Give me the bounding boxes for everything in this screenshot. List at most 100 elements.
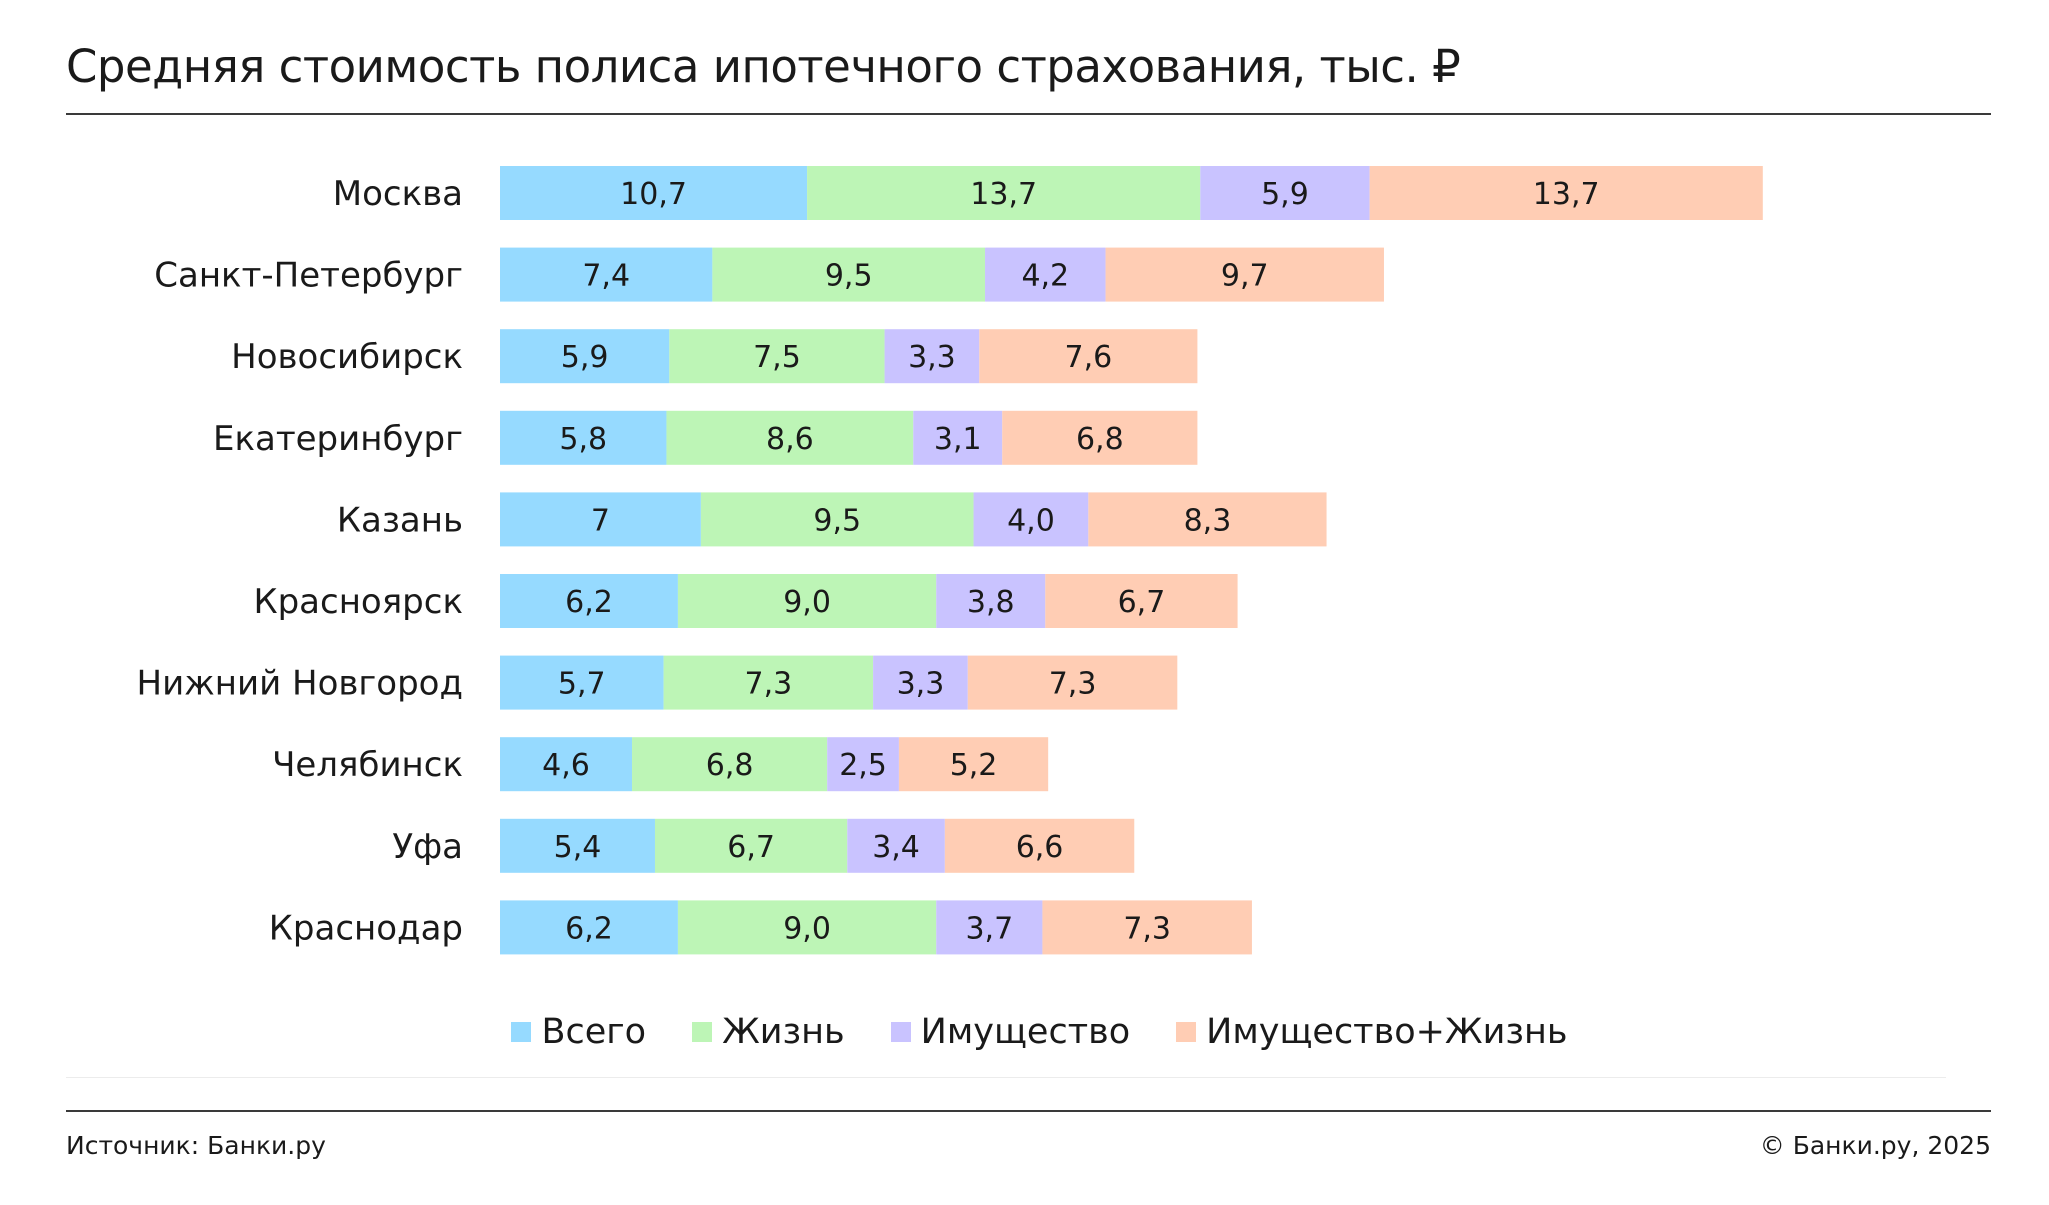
data-label: 13,7 [1533,177,1600,212]
legend-item: Всего [511,1012,646,1052]
bar-segment [712,247,986,302]
legend-item: Жизнь [692,1012,845,1052]
bar-segment [500,818,655,873]
category-label: Екатеринбург [213,419,463,459]
bar-segment [666,410,914,465]
data-label: 7,6 [1064,340,1112,375]
data-label: 3,4 [872,830,920,865]
bar-segment [500,492,701,547]
legend-label: Всего [541,1012,647,1052]
bar-segment [847,818,945,873]
bar-segment [973,492,1089,547]
bar-segment [873,655,968,710]
bar-segment [807,166,1201,220]
bar-segment [500,900,678,955]
bar-segment [669,329,885,384]
data-label: 3,3 [908,340,956,375]
bar-segment [1045,574,1238,628]
bar-segment [827,737,899,792]
bar-segment [1088,492,1327,547]
category-label: Казань [337,500,463,540]
chart-legend: Всего Жизнь Имущество Имущество+Жизнь [0,1012,2049,1052]
category-label: Уфа [392,827,463,867]
bar-segment [500,410,667,465]
data-label: 6,6 [1016,830,1064,865]
legend-swatch [511,1022,532,1042]
bar-segment [967,655,1178,710]
data-label: 8,3 [1184,503,1232,538]
legend-swatch [692,1022,713,1042]
bar-segment [979,329,1198,384]
legend-swatch [1176,1022,1197,1042]
legend-label: Имущество+Жизнь [1206,1012,1568,1052]
data-label: 9,0 [783,585,831,620]
bar-segment [1105,247,1384,302]
legend-item: Имущество [890,1012,1131,1052]
data-label: 7,5 [753,340,801,375]
legend-divider [66,1077,1946,1078]
data-label: 7,3 [1123,911,1171,946]
bar-segment [500,329,670,384]
footer-divider [66,1110,1991,1112]
bar-segment [677,900,937,955]
data-label: 9,7 [1221,259,1269,294]
data-label: 5,9 [1261,177,1309,212]
bar-segment [1002,410,1198,465]
data-label: 6,2 [565,585,613,620]
data-label: 3,1 [934,422,982,457]
bar-segment [500,737,633,792]
copyright-text: © Банки.ру, 2025 [1759,1131,1991,1160]
bar-segment [654,818,848,873]
data-label: 5,7 [558,667,606,702]
data-label: 6,7 [727,830,775,865]
data-label: 5,8 [559,422,607,457]
bar-segment [1200,166,1370,220]
data-label: 4,0 [1007,503,1055,538]
bar-segment [500,166,808,220]
category-label: Новосибирск [231,337,463,377]
data-label: 5,4 [554,830,602,865]
bar-segment [884,329,980,384]
data-label: 7,3 [744,667,792,702]
data-label: 2,5 [839,748,887,783]
category-label: Челябинск [272,745,463,785]
bar-segment [936,900,1043,955]
legend-label: Жизнь [722,1012,845,1052]
category-label: Нижний Новгород [137,664,464,704]
data-label: 8,6 [766,422,814,457]
data-label: 5,2 [950,748,998,783]
bar-segment [1369,166,1763,220]
data-label: 6,8 [1076,422,1124,457]
bar-segment [985,247,1106,302]
legend-label: Имущество [920,1012,1131,1052]
data-label: 4,2 [1021,259,1069,294]
stacked-bar-chart: Москва 10,7 13,7 5,9 13,7 Санкт-Петербург 7,4 9… [137,166,1763,955]
data-label: 3,7 [965,911,1013,946]
page-title: Средняя стоимость полиса ипотечного стра… [66,40,1461,93]
data-label: 3,3 [897,667,945,702]
data-label: 6,7 [1118,585,1166,620]
bar-segment [913,410,1003,465]
bar-segment [500,574,678,628]
bar-segment [632,737,828,792]
data-label: 9,5 [825,259,873,294]
legend-swatch [890,1022,911,1042]
bar-segment [500,247,713,302]
category-label: Москва [333,174,463,214]
bar-segment [936,574,1046,628]
title-divider [66,113,1991,115]
data-label: 13,7 [970,177,1037,212]
data-label: 7 [591,503,610,538]
bar-segment [944,818,1135,873]
category-label: Красноярск [253,582,463,622]
bar-segment [700,492,974,547]
bar-segment [500,655,664,710]
legend-item: Имущество+Жизнь [1176,1012,1568,1052]
data-label: 3,8 [967,585,1015,620]
data-label: 6,8 [706,748,754,783]
data-label: 7,4 [582,259,630,294]
data-label: 7,3 [1049,667,1097,702]
category-label: Санкт-Петербург [154,256,463,296]
data-label: 9,0 [783,911,831,946]
data-label: 9,5 [813,503,861,538]
